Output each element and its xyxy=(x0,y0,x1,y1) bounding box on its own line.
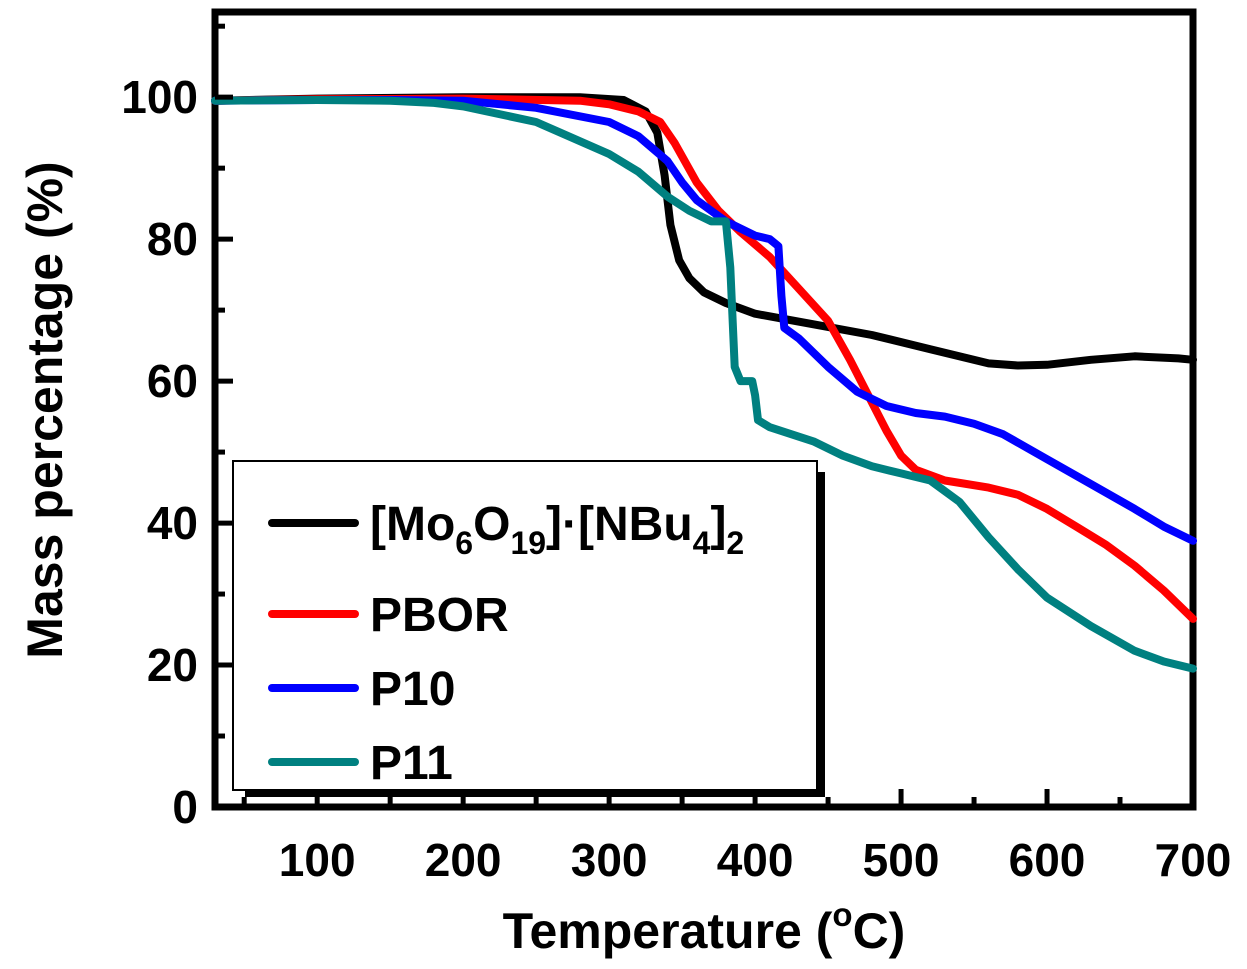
legend-label-1: PBOR xyxy=(370,589,509,642)
plot-frame xyxy=(211,8,1197,811)
series-lines xyxy=(211,93,1197,673)
x-axis-title-end: C) xyxy=(853,903,906,959)
legend-box xyxy=(232,460,818,791)
x-axis-ticks: 100 200 300 400 500 600 700 xyxy=(241,789,1232,886)
series-line-3 xyxy=(211,96,1197,673)
x-tick-label: 700 xyxy=(1155,834,1232,886)
x-axis-title-main: Temperature ( xyxy=(503,903,833,959)
legend: [Mo6O19]·[NBu4]2 PBOR P10 P11 xyxy=(232,460,825,797)
legend-text-part: PBOR xyxy=(370,589,509,642)
legend-items: [Mo6O19]·[NBu4]2 PBOR P10 P11 xyxy=(268,498,744,790)
y-axis-title: Mass percentage (%) xyxy=(17,161,73,658)
series-line-1 xyxy=(211,94,1197,623)
legend-text-part: O xyxy=(473,498,510,551)
y-tick-label: 80 xyxy=(147,213,198,265)
legend-text-part: ] xyxy=(710,498,726,551)
x-tick-label: 300 xyxy=(571,834,648,886)
legend-subscript: 19 xyxy=(510,525,546,561)
y-tick-label: 40 xyxy=(147,497,198,549)
x-tick-label: 200 xyxy=(425,834,502,886)
legend-subscript: 2 xyxy=(726,525,744,561)
x-tick-label: 100 xyxy=(279,834,356,886)
x-tick-label: 600 xyxy=(1009,834,1086,886)
y-axis-ticks: 0 20 40 60 80 100 xyxy=(121,23,233,833)
y-tick-label: 20 xyxy=(147,639,198,691)
legend-text-part: P11 xyxy=(370,737,453,790)
legend-label-0: [Mo6O19]·[NBu4]2 xyxy=(370,498,744,561)
x-axis-title-superscript: o xyxy=(832,896,852,933)
legend-subscript: 4 xyxy=(693,525,711,561)
legend-label-2: P10 xyxy=(370,663,455,716)
plot-area-border xyxy=(211,8,1197,811)
series-line-2 xyxy=(211,96,1197,545)
y-tick-label: 0 xyxy=(172,781,198,833)
legend-subscript: 6 xyxy=(455,525,473,561)
x-tick-label: 400 xyxy=(717,834,794,886)
x-tick-label: 500 xyxy=(863,834,940,886)
legend-label-3: P11 xyxy=(370,737,453,790)
legend-text-part: P10 xyxy=(370,663,455,716)
y-tick-label: 100 xyxy=(121,71,198,123)
legend-text-part: ]·[NBu xyxy=(546,498,693,551)
legend-text-part: [Mo xyxy=(370,498,455,551)
y-tick-label: 60 xyxy=(147,355,198,407)
series-line-0 xyxy=(211,93,1197,370)
x-axis-title: Temperature (oC) xyxy=(503,896,906,959)
